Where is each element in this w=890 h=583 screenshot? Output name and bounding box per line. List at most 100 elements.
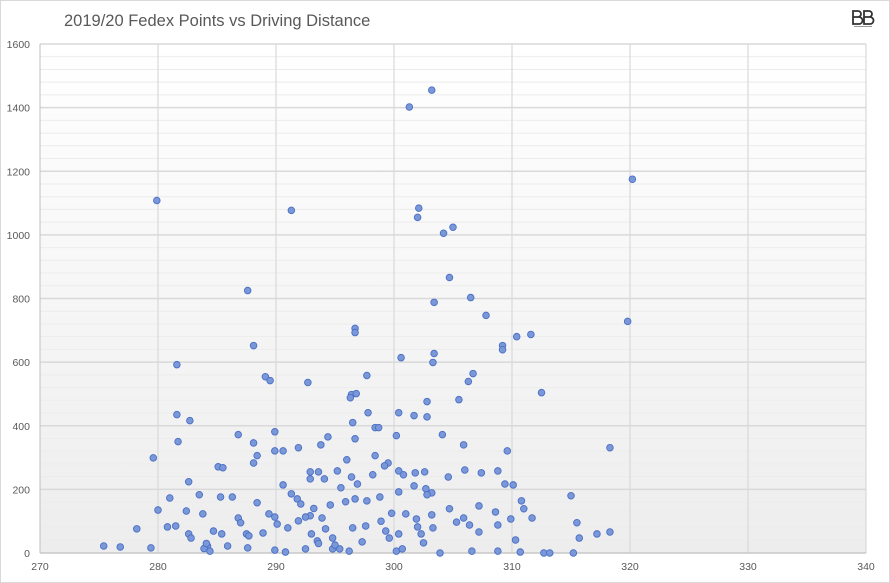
data-point — [444, 473, 453, 481]
data-point — [509, 481, 517, 489]
data-point — [468, 547, 476, 555]
data-point — [394, 467, 403, 475]
data-point — [271, 513, 279, 521]
data-point — [345, 547, 353, 555]
data-point — [412, 515, 421, 523]
data-point — [333, 467, 342, 475]
logo-mark-icon — [852, 10, 875, 27]
data-point — [394, 408, 403, 417]
data-point — [520, 505, 528, 513]
y-tick-label: 1000 — [7, 230, 31, 242]
data-point — [422, 484, 430, 493]
data-point — [294, 517, 303, 525]
data-point — [321, 525, 330, 533]
data-point — [314, 468, 323, 476]
data-point — [475, 528, 483, 536]
data-point — [307, 530, 316, 538]
x-tick-label: 330 — [739, 561, 757, 573]
data-point — [423, 491, 431, 499]
data-point — [195, 491, 204, 499]
data-point — [317, 441, 325, 449]
data-point — [371, 451, 379, 460]
data-point — [528, 514, 536, 522]
data-point — [243, 544, 252, 552]
data-point — [527, 330, 535, 339]
data-point — [498, 345, 507, 354]
data-point — [410, 482, 418, 490]
data-point — [399, 470, 408, 479]
data-point — [173, 410, 181, 419]
data-point — [402, 510, 410, 518]
data-point — [174, 437, 182, 446]
data-point — [410, 411, 418, 420]
data-point — [271, 546, 279, 554]
data-point — [445, 505, 454, 513]
data-point — [310, 504, 318, 513]
data-point — [265, 510, 273, 518]
data-point — [419, 539, 428, 547]
data-point — [348, 524, 357, 532]
data-point — [351, 435, 359, 443]
y-tick-label: 0 — [24, 548, 30, 560]
data-point — [507, 515, 515, 523]
data-point — [517, 497, 526, 505]
data-point — [439, 229, 448, 238]
data-point — [228, 493, 237, 501]
data-point — [567, 491, 575, 500]
data-point — [464, 377, 473, 386]
data-point — [187, 534, 195, 542]
data-point — [346, 394, 355, 402]
data-point — [377, 517, 385, 525]
data-point — [361, 522, 370, 530]
data-point — [279, 447, 287, 455]
data-point — [184, 477, 193, 486]
data-point — [423, 397, 431, 406]
data-point — [173, 360, 181, 369]
data-point — [494, 467, 502, 475]
data-point — [249, 459, 258, 467]
data-point — [99, 542, 108, 550]
data-point — [314, 539, 323, 548]
data-point — [271, 428, 279, 436]
data-point — [351, 328, 359, 337]
data-point — [417, 530, 425, 538]
data-point — [287, 490, 296, 498]
data-point — [259, 529, 267, 537]
data-point — [281, 548, 290, 556]
data-point — [628, 175, 637, 183]
y-tick-label: 600 — [12, 357, 30, 369]
data-point — [351, 495, 359, 503]
data-point — [347, 473, 356, 481]
data-point — [297, 500, 305, 508]
data-point — [202, 539, 211, 548]
data-point — [294, 443, 303, 452]
data-point — [287, 206, 296, 215]
data-point — [271, 447, 279, 455]
data-point — [369, 470, 377, 479]
data-point — [494, 521, 502, 529]
data-point — [512, 332, 521, 341]
data-point — [494, 547, 502, 555]
data-point — [353, 480, 362, 488]
data-point — [261, 373, 270, 381]
data-point — [459, 514, 468, 522]
data-point — [279, 481, 287, 489]
data-point — [352, 389, 360, 398]
data-point — [429, 358, 437, 367]
data-point — [147, 544, 155, 552]
data-point — [573, 519, 581, 527]
y-tick-label: 400 — [12, 421, 30, 433]
data-point — [537, 388, 546, 397]
data-point — [593, 530, 601, 538]
data-point — [413, 523, 422, 531]
data-point — [116, 543, 124, 551]
x-tick-label: 310 — [503, 561, 521, 573]
data-point — [469, 369, 477, 378]
data-point — [546, 549, 554, 557]
x-tick-label: 340 — [857, 561, 875, 573]
data-point — [358, 538, 366, 546]
data-point — [405, 103, 414, 111]
x-tick-label: 290 — [267, 561, 285, 573]
data-point — [459, 441, 468, 449]
y-tick-label: 1200 — [7, 166, 31, 178]
